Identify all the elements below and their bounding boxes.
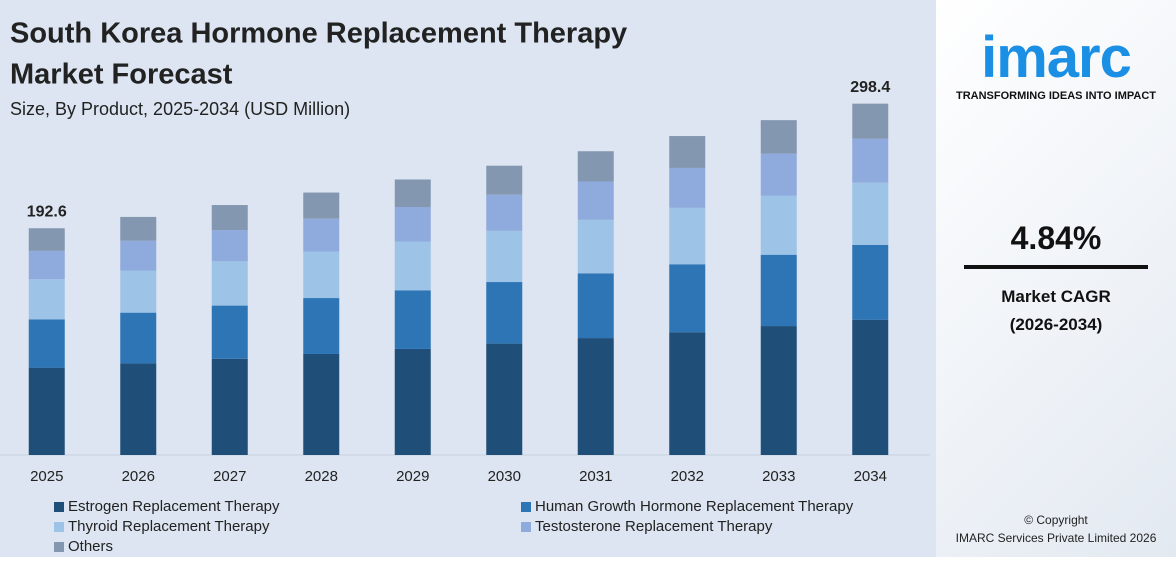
legend-swatch <box>54 542 64 552</box>
x-tick-label: 2026 <box>122 468 155 485</box>
bar-segment <box>28 319 65 368</box>
bar-segment <box>211 205 248 231</box>
copyright-line: IMARC Services Private Limited 2026 <box>955 531 1157 545</box>
bar-segment <box>211 358 248 455</box>
x-tick-label: 2033 <box>762 468 795 485</box>
x-tick-label: 2030 <box>488 468 521 485</box>
bar-segment <box>120 270 157 313</box>
copyright: © Copyright IMARC Services Private Limit… <box>936 511 1176 547</box>
bar-segment <box>669 264 706 333</box>
x-tick-label: 2025 <box>30 468 63 485</box>
bar-segment <box>669 207 706 265</box>
legend-swatch <box>521 522 531 532</box>
bar-segment <box>669 332 706 455</box>
bar-segment <box>760 195 797 255</box>
bar-segment <box>303 353 340 455</box>
bar-segment <box>394 179 431 208</box>
x-tick-label: 2028 <box>305 468 338 485</box>
chart-subtitle: Size, By Product, 2025-2034 (USD Million… <box>10 99 350 119</box>
bar-segment <box>211 305 248 359</box>
bar-segment <box>760 120 797 154</box>
bar-segment <box>303 298 340 354</box>
tagline: TRANSFORMING IDEAS INTO IMPACT <box>955 90 1157 102</box>
bar-segment <box>852 244 889 320</box>
bar-segment <box>486 343 523 455</box>
bar-segment <box>852 138 889 183</box>
bar-segment <box>760 326 797 455</box>
chart: South Korea Hormone Replacement Therapy … <box>0 18 930 555</box>
cagr-period: (2026-2034) <box>1009 315 1103 334</box>
bar-segment <box>394 241 431 291</box>
bar-segment <box>211 261 248 306</box>
x-tick-label: 2029 <box>396 468 429 485</box>
bar-segment <box>28 279 65 320</box>
legend-label: Testosterone Replacement Therapy <box>535 518 773 535</box>
x-tick-label: 2027 <box>213 468 246 485</box>
bar-segment <box>486 194 523 231</box>
cagr-value: 4.84% <box>1010 220 1102 256</box>
legend-swatch <box>54 522 64 532</box>
copyright-line: © Copyright <box>1024 513 1088 527</box>
bar-segment <box>669 167 706 208</box>
legend-label: Estrogen Replacement Therapy <box>68 498 280 515</box>
chart-title: Market Forecast <box>10 59 233 91</box>
bar-segment <box>577 151 614 182</box>
total-label: 298.4 <box>850 79 890 96</box>
bar-segment <box>669 136 706 168</box>
bar-segment <box>120 216 157 241</box>
bar-segment <box>577 273 614 339</box>
bar-segment <box>120 312 157 364</box>
bar-segment <box>852 319 889 455</box>
bar-segment <box>760 153 797 196</box>
x-tick-label: 2031 <box>579 468 612 485</box>
rule <box>964 265 1148 269</box>
x-tick-label: 2034 <box>854 468 887 485</box>
bar-segment <box>394 290 431 349</box>
bar-segment <box>303 192 340 219</box>
bar-segment <box>28 250 65 280</box>
cagr-label: Market CAGR <box>1001 287 1111 306</box>
bar-segment <box>394 207 431 242</box>
bar-segment <box>28 228 65 251</box>
bar-segment <box>760 254 797 327</box>
bar-segment <box>577 219 614 274</box>
bar-segment <box>486 230 523 283</box>
bar-segment <box>120 363 157 455</box>
side-panel: imarc TRANSFORMING IDEAS INTO IMPACT 4.8… <box>936 0 1176 557</box>
logo: imarc <box>981 25 1132 90</box>
bar-segment <box>852 182 889 245</box>
total-label: 192.6 <box>27 203 67 220</box>
bar-segment <box>577 338 614 455</box>
bar-segment <box>394 348 431 455</box>
bar-segment <box>577 181 614 220</box>
bar-segment <box>28 367 65 455</box>
bar-segment <box>486 165 523 195</box>
legend-swatch <box>54 502 64 512</box>
chart-title: South Korea Hormone Replacement Therapy <box>10 18 627 50</box>
bar-segment <box>303 218 340 252</box>
bar-segment <box>486 282 523 344</box>
bar-segment <box>303 251 340 299</box>
legend-label: Human Growth Hormone Replacement Therapy <box>535 498 854 515</box>
bar-segment <box>211 230 248 262</box>
x-tick-label: 2032 <box>671 468 704 485</box>
legend-label: Thyroid Replacement Therapy <box>68 518 270 535</box>
legend-swatch <box>521 502 531 512</box>
bar-segment <box>120 240 157 271</box>
bar-segment <box>852 103 889 139</box>
legend-label: Others <box>68 538 113 555</box>
